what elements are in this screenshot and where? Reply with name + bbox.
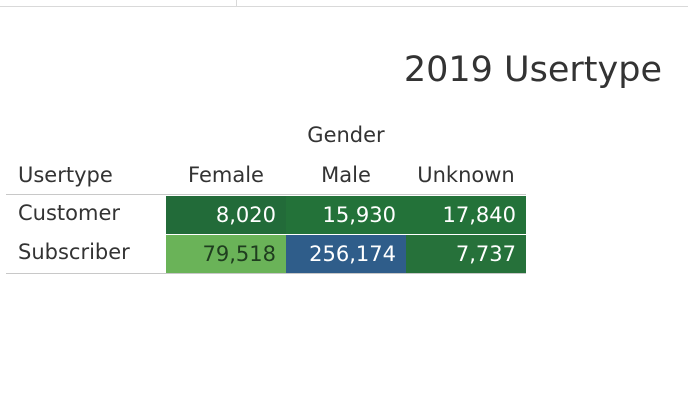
column-header-unknown: Unknown [417, 163, 515, 187]
toolbar-divider [236, 0, 237, 6]
cell-subscriber-female: 79,518 [166, 235, 286, 273]
cell-customer-male: 15,930 [286, 196, 406, 234]
cell-customer-unknown: 17,840 [406, 196, 526, 234]
chart-title: 2019 Usertype [403, 50, 662, 90]
cell-customer-female: 8,020 [166, 196, 286, 234]
column-header-female: Female [188, 163, 264, 187]
toolbar-strip [0, 0, 688, 7]
row-header-title: Usertype [18, 163, 113, 187]
column-group-header: Gender [307, 123, 385, 147]
row-label-subscriber: Subscriber [18, 240, 130, 264]
cell-subscriber-unknown: 7,737 [406, 235, 526, 273]
table-bottom-divider [6, 273, 526, 274]
column-header-male: Male [321, 163, 371, 187]
header-divider [6, 194, 526, 195]
row-label-customer: Customer [18, 201, 121, 225]
cell-subscriber-male: 256,174 [286, 235, 406, 273]
